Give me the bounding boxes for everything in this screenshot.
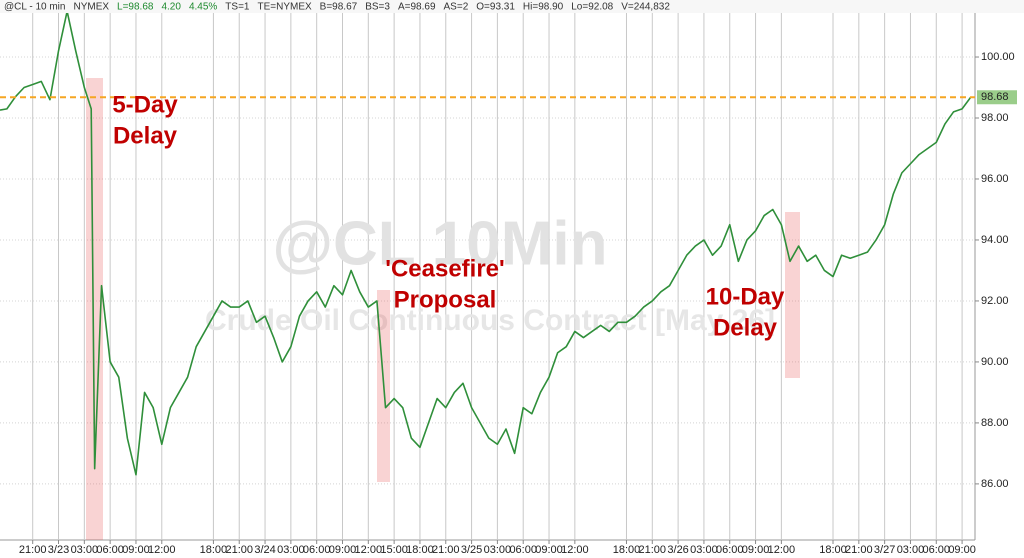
annotation: 10-Day xyxy=(706,283,785,310)
header-field: Lo=92.08 xyxy=(571,2,613,13)
price-line xyxy=(0,10,972,476)
x-tick-label: 3/23 xyxy=(48,544,69,556)
marks: 98.68 5-Day Delay 'Ceasefire' Proposal 10-Day… xyxy=(0,10,1017,476)
annotation: Proposal xyxy=(394,286,497,313)
header-field: V=244,832 xyxy=(621,2,670,13)
x-tick-label: 18:00 xyxy=(613,544,641,556)
y-tick-label: 92.00 xyxy=(981,295,1009,307)
x-tick-label: 06:00 xyxy=(303,544,331,556)
x-tick-label: 18:00 xyxy=(406,544,434,556)
y-tick-label: 100.00 xyxy=(981,51,1015,63)
x-tick-label: 09:00 xyxy=(948,544,976,556)
y-tick-label: 96.00 xyxy=(981,173,1009,185)
header-field: TS=1 xyxy=(225,2,250,13)
x-tick-label: 03:00 xyxy=(277,544,305,556)
x-tick-label: 06:00 xyxy=(96,544,124,556)
header-field: AS=2 xyxy=(444,2,469,13)
x-tick-label: 21:00 xyxy=(432,544,460,556)
header-field: 4.20 xyxy=(161,2,181,13)
x-tick-label: 3/27 xyxy=(874,544,895,556)
annotation: Delay xyxy=(713,314,778,341)
x-tick-label: 12:00 xyxy=(561,544,589,556)
x-tick-label: 03:00 xyxy=(690,544,718,556)
x-tick-label: 18:00 xyxy=(200,544,228,556)
x-tick-label: 09:00 xyxy=(535,544,563,556)
x-tick-label: 15:00 xyxy=(380,544,408,556)
x-tick-label: 18:00 xyxy=(819,544,847,556)
x-tick-label: 03:00 xyxy=(71,544,99,556)
header-field: @CL - 10 min xyxy=(4,2,65,13)
x-tick-label: 12:00 xyxy=(148,544,176,556)
annotation: 5-Day xyxy=(112,91,178,118)
event-band xyxy=(86,78,103,540)
x-tick-label: 09:00 xyxy=(122,544,150,556)
header-field: O=93.31 xyxy=(476,2,515,13)
event-band xyxy=(785,212,800,378)
x-tick-label: 06:00 xyxy=(509,544,537,556)
x-tick-label: 12:00 xyxy=(355,544,383,556)
x-tick-label: 06:00 xyxy=(716,544,744,556)
annotation: Delay xyxy=(113,122,178,149)
x-tick-label: 21:00 xyxy=(845,544,873,556)
watermark: @CL 10Min xyxy=(273,209,608,278)
x-tick-label: 21:00 xyxy=(639,544,667,556)
y-tick-label: 86.00 xyxy=(981,478,1009,490)
last-price-label: 98.68 xyxy=(981,91,1009,103)
header-field: Hi=98.90 xyxy=(523,2,564,13)
y-tick-label: 98.00 xyxy=(981,112,1009,124)
y-tick-label: 94.00 xyxy=(981,234,1009,246)
header: @CL - 10 min NYMEX L=98.68 4.20 4.45% TS=1 TE=… xyxy=(0,0,1024,13)
y-tick-label: 88.00 xyxy=(981,417,1009,429)
x-tick-label: 21:00 xyxy=(225,544,253,556)
x-tick-label: 3/24 xyxy=(254,544,275,556)
last-price-tag xyxy=(977,90,1017,105)
header-field: L=98.68 xyxy=(117,2,154,13)
header-bar xyxy=(0,0,1024,13)
header-field: A=98.69 xyxy=(398,2,436,13)
x-tick-label: 21:00 xyxy=(19,544,47,556)
header-field: B=98.67 xyxy=(320,2,358,13)
header-field: TE=NYMEX xyxy=(257,2,312,13)
x-tick-label: 06:00 xyxy=(923,544,951,556)
header-field: BS=3 xyxy=(365,2,390,13)
x-tick-label: 03:00 xyxy=(897,544,925,556)
x-tick-label: 09:00 xyxy=(329,544,357,556)
x-tick-label: 09:00 xyxy=(742,544,770,556)
x-tick-label: 03:00 xyxy=(484,544,512,556)
header-field: 4.45% xyxy=(189,2,217,13)
header-field: NYMEX xyxy=(73,2,109,13)
y-tick-label: 90.00 xyxy=(981,356,1009,368)
x-tick-label: 12:00 xyxy=(768,544,796,556)
annotation: 'Ceasefire' xyxy=(385,255,504,282)
watermark: Crude Oil Continuous Contract [May 26] xyxy=(205,304,775,337)
x-tick-label: 3/26 xyxy=(667,544,688,556)
x-tick-label: 3/25 xyxy=(461,544,482,556)
